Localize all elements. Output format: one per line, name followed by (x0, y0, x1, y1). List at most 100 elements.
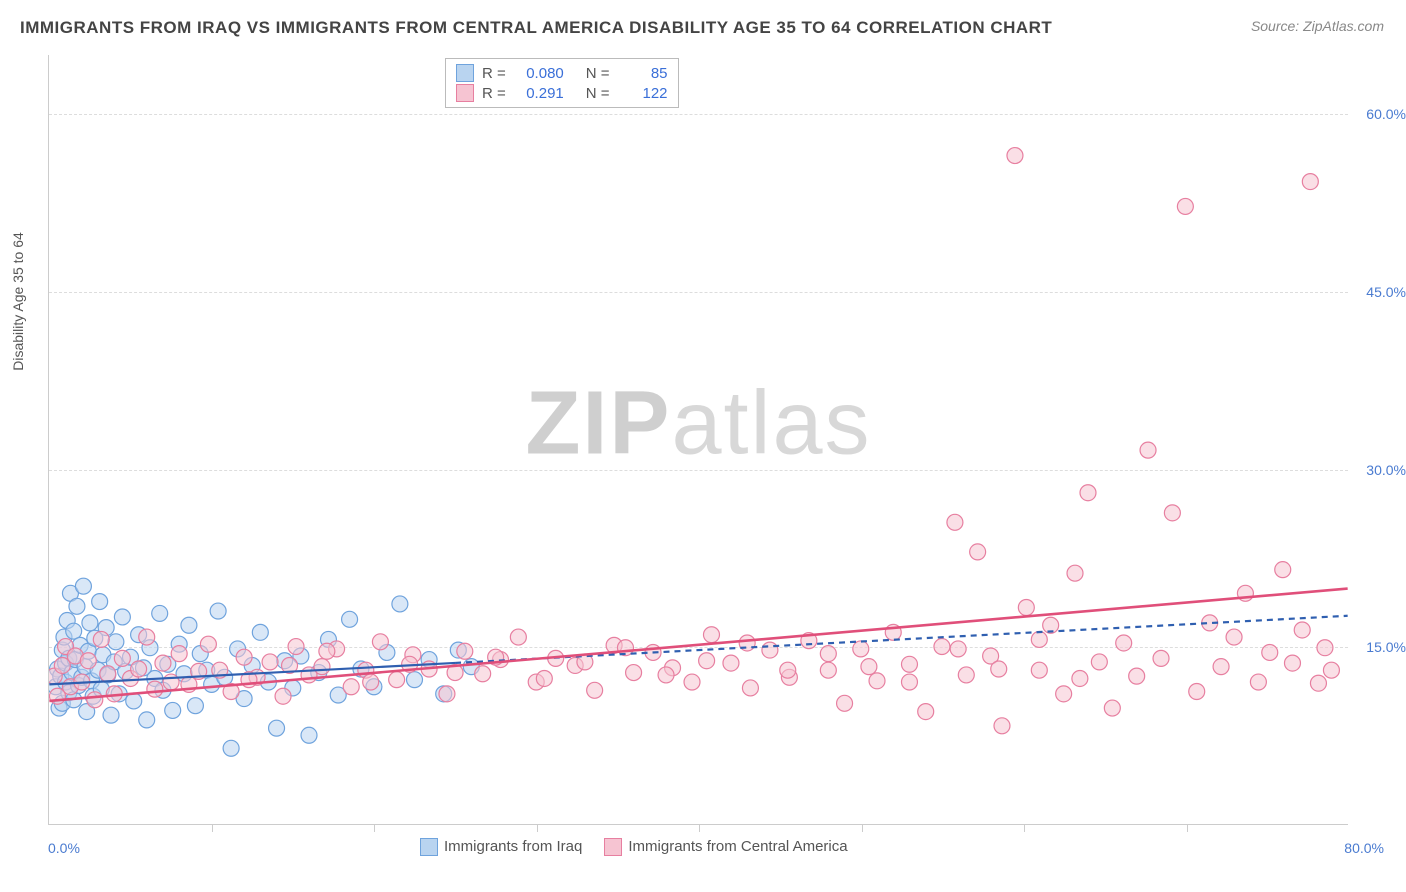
r-label: R = (482, 65, 506, 82)
data-point (1302, 174, 1318, 190)
data-point (947, 514, 963, 530)
data-point (958, 667, 974, 683)
data-point (262, 654, 278, 670)
data-point (699, 653, 715, 669)
data-point (66, 623, 82, 639)
data-point (155, 655, 171, 671)
data-point (439, 686, 455, 702)
data-point (991, 661, 1007, 677)
data-point (1317, 640, 1333, 656)
legend-top: R = 0.080 N = 85R = 0.291 N = 122 (445, 58, 679, 108)
data-point (1213, 659, 1229, 675)
data-point (92, 594, 108, 610)
x-axis-min-label: 0.0% (48, 840, 80, 856)
data-point (1310, 675, 1326, 691)
data-point (1091, 654, 1107, 670)
data-point (152, 605, 168, 621)
data-point (171, 646, 187, 662)
legend-swatch (456, 64, 474, 82)
legend-top-row: R =0.291N =122 (456, 83, 668, 103)
data-point (114, 609, 130, 625)
data-point (342, 611, 358, 627)
data-point (626, 665, 642, 681)
data-point (407, 672, 423, 688)
data-point (392, 596, 408, 612)
data-point (1275, 562, 1291, 578)
data-point (1153, 650, 1169, 666)
data-point (1080, 485, 1096, 501)
legend-top-row: R = 0.080 N = 85 (456, 63, 668, 83)
data-point (139, 629, 155, 645)
data-point (1284, 655, 1300, 671)
data-point (75, 578, 91, 594)
data-point (901, 674, 917, 690)
legend-item: Immigrants from Iraq (420, 838, 582, 856)
data-point (918, 704, 934, 720)
n-label: N = (586, 85, 610, 102)
data-point (1116, 635, 1132, 651)
data-point (314, 659, 330, 675)
legend-label: Immigrants from Central America (628, 838, 847, 855)
data-point (780, 662, 796, 678)
data-point (934, 639, 950, 655)
data-point (1177, 198, 1193, 214)
y-tick-label: 15.0% (1366, 639, 1406, 655)
data-point (1250, 674, 1266, 690)
x-tick (862, 824, 863, 832)
data-point (1262, 644, 1278, 660)
data-point (69, 598, 85, 614)
data-point (1031, 631, 1047, 647)
r-value: 0.080 (514, 65, 564, 82)
data-point (510, 629, 526, 645)
n-label: N = (586, 65, 610, 82)
x-axis-max-label: 80.0% (1344, 840, 1384, 856)
data-point (200, 636, 216, 652)
n-value: 122 (618, 85, 668, 102)
data-point (1226, 629, 1242, 645)
data-point (1129, 668, 1145, 684)
data-point (1031, 662, 1047, 678)
legend-swatch (420, 838, 438, 856)
n-value: 85 (618, 65, 668, 82)
y-tick-label: 30.0% (1366, 462, 1406, 478)
chart-title: IMMIGRANTS FROM IRAQ VS IMMIGRANTS FROM … (20, 18, 1052, 38)
data-point (475, 666, 491, 682)
data-point (820, 646, 836, 662)
plot-area: ZIPatlas 15.0%30.0%45.0%60.0% (48, 55, 1348, 825)
data-point (1067, 565, 1083, 581)
x-tick (374, 824, 375, 832)
data-point (853, 641, 869, 657)
data-point (1294, 622, 1310, 638)
data-point (1189, 684, 1205, 700)
data-point (837, 695, 853, 711)
data-point (1323, 662, 1339, 678)
data-point (275, 688, 291, 704)
data-point (165, 702, 181, 718)
data-point (742, 680, 758, 696)
data-point (1072, 670, 1088, 686)
data-point (587, 682, 603, 698)
data-point (236, 649, 252, 665)
data-point (163, 674, 179, 690)
data-point (87, 692, 103, 708)
trend-line-dashed (455, 616, 1348, 663)
data-point (869, 673, 885, 689)
legend-swatch (456, 84, 474, 102)
data-point (210, 603, 226, 619)
r-value: 0.291 (514, 85, 564, 102)
data-point (139, 712, 155, 728)
data-point (658, 667, 674, 683)
data-point (762, 642, 778, 658)
y-tick-label: 45.0% (1366, 284, 1406, 300)
data-point (252, 624, 268, 640)
data-point (269, 720, 285, 736)
x-tick (1024, 824, 1025, 832)
data-point (108, 634, 124, 650)
data-point (372, 634, 388, 650)
data-point (970, 544, 986, 560)
data-point (1056, 686, 1072, 702)
data-point (1164, 505, 1180, 521)
x-tick (537, 824, 538, 832)
data-point (389, 672, 405, 688)
data-point (187, 698, 203, 714)
